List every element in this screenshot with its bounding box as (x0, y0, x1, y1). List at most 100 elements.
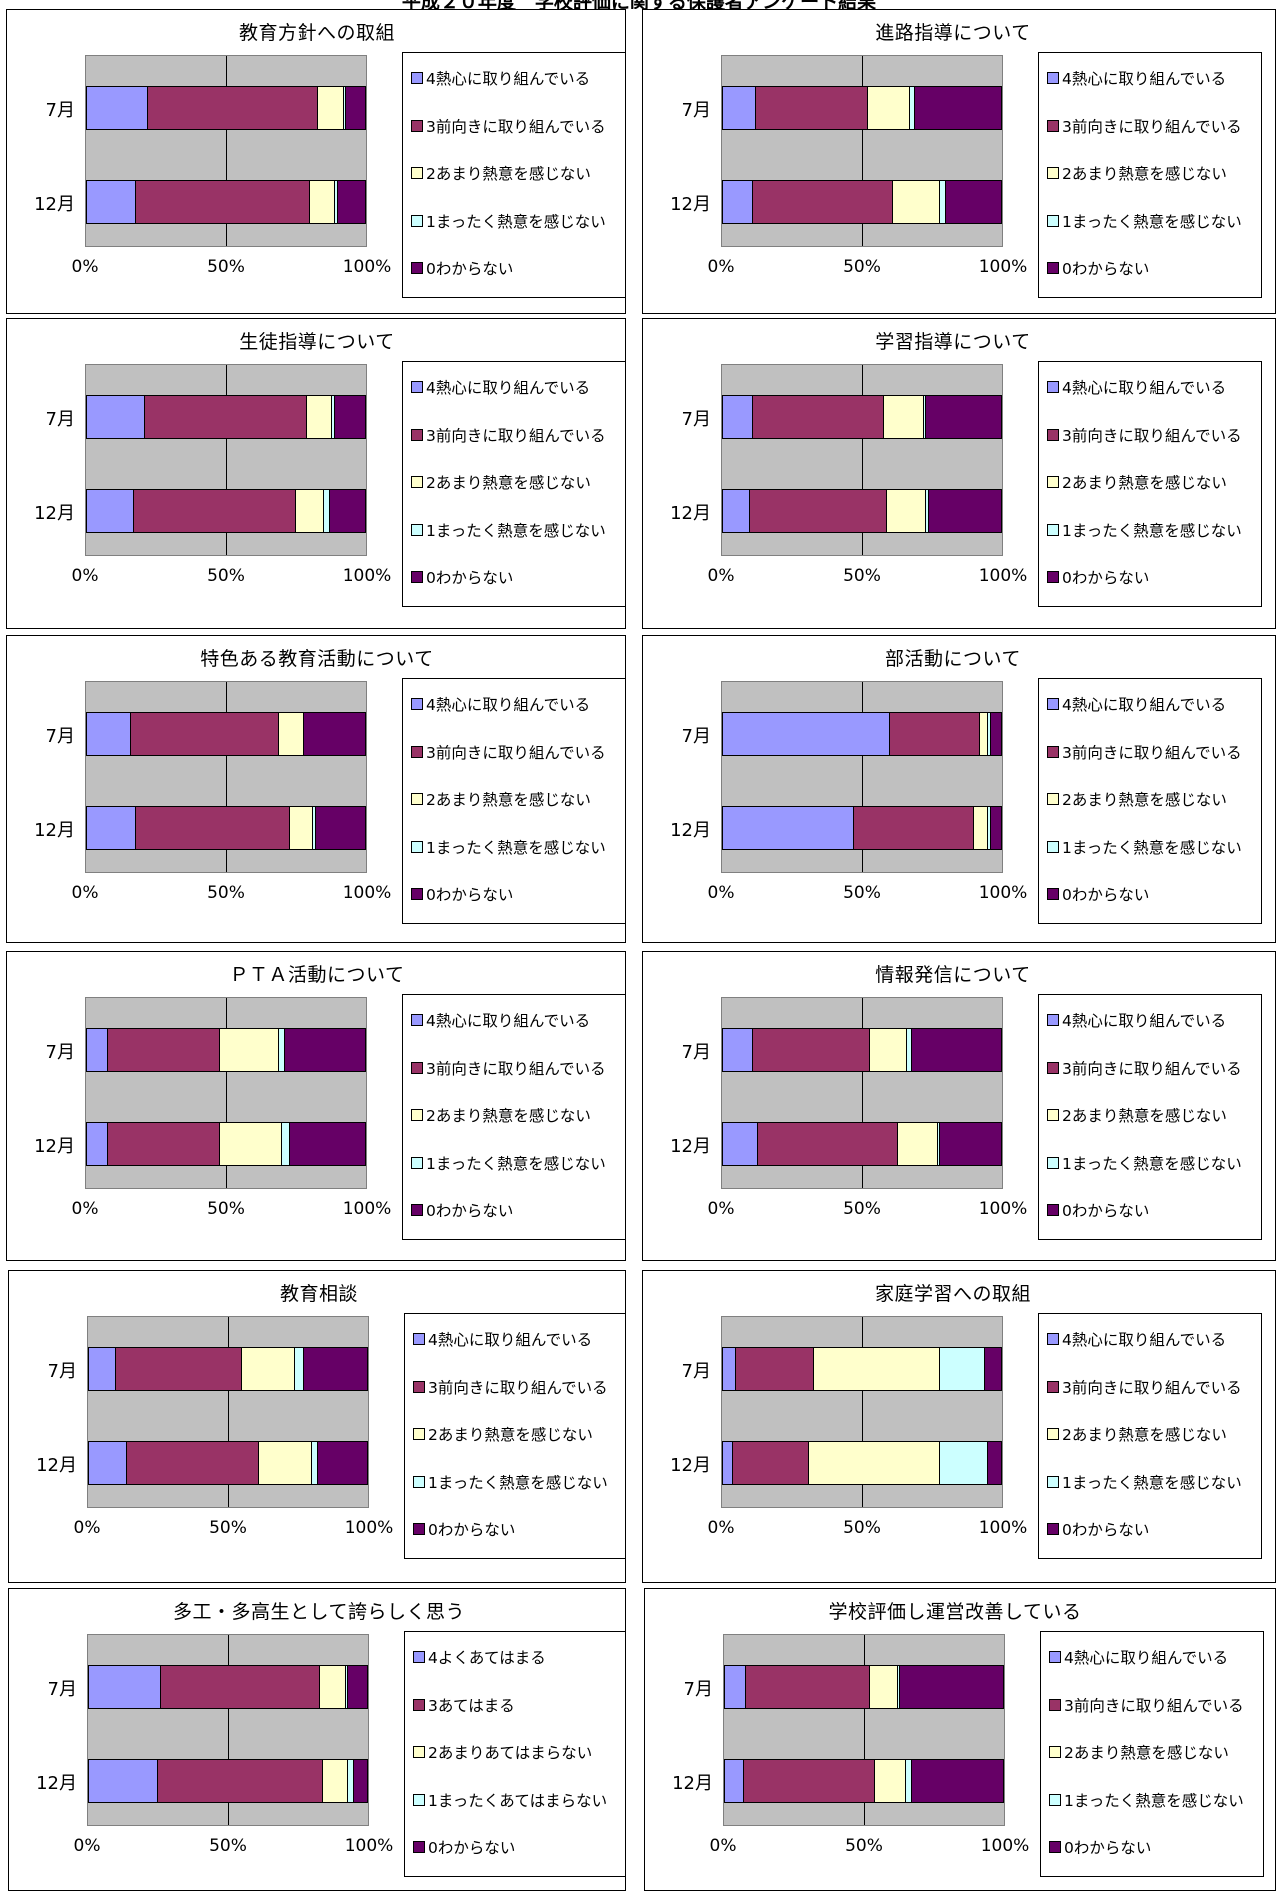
gridline-50 (226, 682, 227, 872)
bar-segment (750, 489, 888, 533)
bar-segment (88, 1441, 128, 1485)
bar-segment (926, 489, 930, 533)
legend-swatch (411, 793, 423, 805)
bar-segment (86, 180, 137, 224)
bar-segment (320, 1665, 346, 1709)
bar-segment (158, 1759, 324, 1803)
bar-segment (926, 395, 1002, 439)
x-tick-label: 50% (843, 883, 881, 903)
bar-segment (86, 712, 131, 756)
legend-swatch (411, 1014, 423, 1026)
x-tick-label: 100% (344, 1836, 394, 1856)
legend-swatch (413, 1333, 425, 1345)
bar-segment (911, 1759, 1004, 1803)
x-tick-label: 0% (707, 566, 735, 586)
gridline-50 (226, 56, 227, 246)
legend-label: 3前向きに取り組んでいる (1062, 426, 1242, 445)
legend-item: 0わからない (1047, 566, 1149, 588)
legend-swatch (1049, 1746, 1061, 1758)
bar-segment (923, 395, 927, 439)
legend-swatch (413, 1841, 425, 1853)
stacked-bar (88, 1759, 368, 1803)
chart-title: 生徒指導について (239, 331, 395, 353)
legend-label: 2あまり熱意を感じない (426, 474, 591, 492)
plot-area (721, 681, 1003, 873)
plot-area (721, 997, 1003, 1189)
gridline-50 (864, 1635, 865, 1825)
bar-segment (136, 806, 291, 850)
legend-swatch (1047, 1523, 1059, 1535)
plot-area (721, 1316, 1003, 1508)
legend-item: 3前向きに取り組んでいる (413, 1376, 608, 1398)
legend-label: 2あまり熱意を感じない (1062, 791, 1227, 809)
bar-segment (979, 712, 988, 756)
stacked-bar (722, 395, 1002, 439)
legend-item: 2あまり熱意を感じない (1049, 1741, 1229, 1763)
x-tick-label: 0% (71, 883, 99, 903)
legend-swatch (1047, 72, 1059, 84)
legend-item: 0わからない (1047, 257, 1149, 279)
legend-label: 3前向きに取り組んでいる (426, 426, 606, 445)
x-tick-label: 0% (707, 257, 735, 277)
gridline-50 (862, 1317, 863, 1507)
legend-label: 0わからない (1062, 260, 1150, 278)
legend-swatch (1049, 1793, 1061, 1806)
chart-panel: 部活動について 7月 12月 0% 50% 100% 4熱心に取り組んでいる 3前向きに取り組… (642, 635, 1276, 943)
bar-segment (284, 1028, 366, 1072)
x-tick-label: 100% (978, 1199, 1028, 1219)
bar-segment (133, 489, 296, 533)
legend-item: 1まったく熱意を感じない (411, 836, 606, 858)
legend-item: 2あまり熱意を感じない (1047, 788, 1227, 810)
x-tick-label: 100% (342, 1199, 392, 1219)
bar-segment (304, 712, 366, 756)
legend-swatch (413, 1793, 425, 1806)
legend-swatch (413, 1428, 425, 1440)
legend-item: 0わからない (411, 1199, 513, 1221)
gridline-50 (862, 365, 863, 555)
bar-segment (987, 806, 991, 850)
bar-segment (929, 489, 1002, 533)
legend-label: 2あまり熱意を感じない (428, 1426, 593, 1444)
stacked-bar (724, 1665, 1004, 1709)
legend-swatch (411, 571, 423, 583)
y-tick-label: 12月 (670, 820, 711, 841)
legend: 4熱心に取り組んでいる 3前向きに取り組んでいる 2あまり熱意を感じない 1まったく熱… (1038, 678, 1262, 924)
bar-segment (940, 1347, 986, 1391)
legend-label: 1まったく熱意を感じない (428, 1473, 608, 1492)
legend-swatch (1047, 167, 1059, 179)
legend-swatch (413, 1523, 425, 1535)
x-tick-label: 100% (342, 257, 392, 277)
stacked-bar (86, 1028, 366, 1072)
legend-swatch (1047, 571, 1059, 583)
bar-segment (86, 1122, 109, 1166)
bar-segment (940, 1441, 988, 1485)
gridline-50 (862, 682, 863, 872)
legend: 4熱心に取り組んでいる 3前向きに取り組んでいる 2あまり熱意を感じない 1まったく熱… (402, 678, 625, 924)
bar-segment (343, 86, 347, 130)
chart-panel: 教育相談 7月 12月 0% 50% 100% 4熱心に取り組んでいる 3前向きに取り組んでい… (8, 1270, 626, 1583)
x-tick-label: 100% (978, 257, 1028, 277)
plot-area (85, 364, 367, 556)
x-tick-label: 50% (843, 1199, 881, 1219)
legend-swatch (411, 698, 423, 710)
legend-label: 1まったく熱意を感じない (426, 212, 606, 231)
legend-swatch (411, 381, 423, 393)
stacked-bar (86, 489, 366, 533)
legend-label: 0わからない (428, 1521, 516, 1539)
legend-label: 2あまり熱意を感じない (1062, 165, 1227, 183)
legend: 4熱心に取り組んでいる 3前向きに取り組んでいる 2あまり熱意を感じない 1まったく熱… (404, 1313, 625, 1559)
legend-label: 3あてはまる (428, 1696, 515, 1715)
gridline-50 (862, 998, 863, 1188)
bar-segment (108, 1028, 221, 1072)
stacked-bar (722, 1122, 1002, 1166)
bar-segment (127, 1441, 259, 1485)
legend-label: 4熱心に取り組んでいる (1062, 70, 1227, 88)
legend-swatch (1047, 1380, 1059, 1393)
bar-segment (736, 1347, 815, 1391)
bar-segment (147, 86, 319, 130)
legend-swatch (1047, 745, 1059, 758)
chart-panel: ＰＴＡ活動について 7月 12月 0% 50% 100% 4熱心に取り組んでいる 3前向きに取… (6, 951, 626, 1261)
legend: 4熱心に取り組んでいる 3前向きに取り組んでいる 2あまり熱意を感じない 1まったく熱… (1038, 361, 1262, 607)
bar-segment (990, 806, 1002, 850)
legend-swatch (411, 745, 423, 758)
